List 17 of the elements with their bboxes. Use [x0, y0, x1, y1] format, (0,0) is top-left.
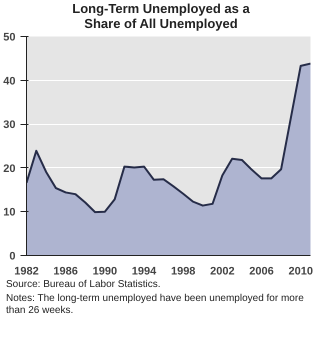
chart-title: Long-Term Unemployed as a Share of All Unemployed: [71, 1, 251, 32]
x-tick-label: 1998: [170, 265, 196, 278]
y-tick-label: 10: [3, 206, 16, 219]
x-tick-label: 2006: [249, 265, 274, 278]
text: Notes: The long-term unemployed have been unemployed for more than 26 weeks.: [6, 292, 305, 317]
y-tick-label: 30: [3, 118, 16, 131]
x-tick-label: 2002: [210, 265, 235, 278]
source-note: Source: Bureau of Labor Statistics.: [6, 278, 161, 291]
x-tick-label: 1994: [132, 265, 158, 278]
x-tick-label: 1990: [92, 265, 118, 278]
x-tick-label: 1986: [53, 265, 78, 278]
y-tick-label: 40: [3, 75, 16, 88]
y-tick-label: 50: [3, 31, 16, 44]
y-tick-label: 20: [3, 162, 16, 175]
x-tick-label: 1982: [14, 265, 39, 278]
y-tick-label: 0: [9, 250, 16, 262]
x-tick-label: 2010: [288, 265, 313, 278]
